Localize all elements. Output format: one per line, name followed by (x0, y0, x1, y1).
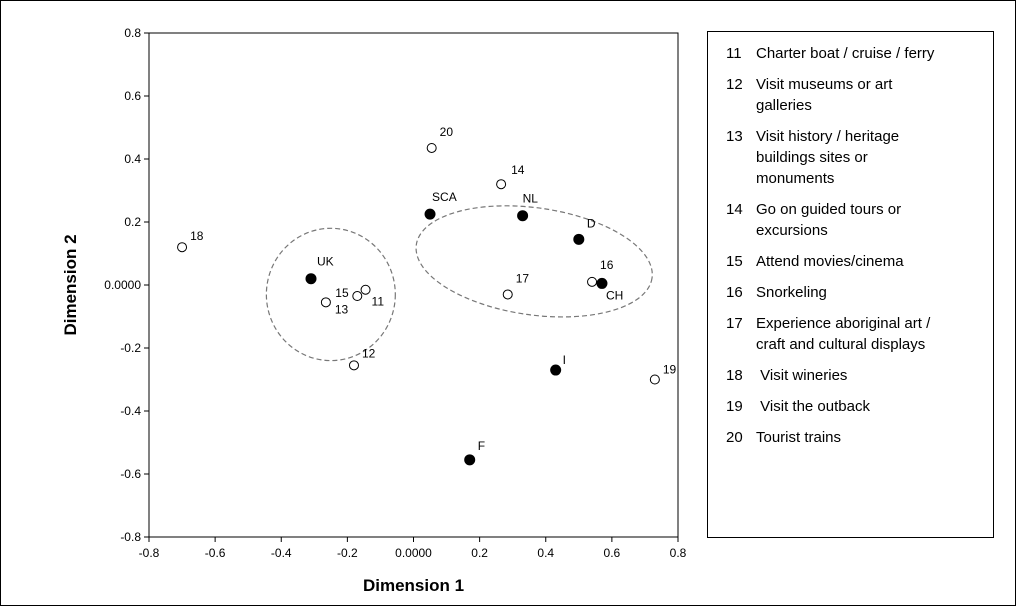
x-tick-label: 0.8 (670, 546, 687, 560)
legend-item-number: 13 (726, 128, 743, 145)
legend-item: 16 Snorkeling (726, 282, 985, 303)
country-point (573, 233, 585, 245)
activity-point (502, 289, 513, 300)
activity-point-label: 18 (190, 229, 204, 243)
legend-item-number: 15 (726, 253, 743, 270)
activity-point (360, 284, 371, 295)
activity-point (177, 242, 188, 253)
country-point (596, 277, 608, 289)
legend-item-number: 20 (726, 429, 743, 446)
x-tick-label: -0.2 (337, 546, 358, 560)
country-point-label: SCA (432, 190, 457, 204)
legend-item-text: Attend movies/cinema (756, 253, 904, 270)
legend-item-text: Charter boat / cruise / ferry (756, 45, 935, 62)
x-tick-label: -0.8 (139, 546, 160, 560)
y-tick-label: -0.4 (120, 404, 141, 418)
country-point (305, 273, 317, 285)
legend-item-number: 16 (726, 284, 743, 301)
activity-point-label: 11 (372, 295, 385, 309)
country-point (550, 364, 562, 376)
x-axis-title: Dimension 1 (363, 576, 464, 595)
activity-point (426, 142, 437, 153)
country-point (464, 454, 476, 466)
cluster-ellipse (265, 227, 396, 362)
legend-item-number: 18 (726, 367, 743, 384)
legend-item-number: 17 (726, 315, 743, 332)
legend-item-text: Tourist trains (756, 429, 842, 446)
activity-point-label: 19 (663, 363, 677, 377)
activity-point-label: 13 (335, 302, 349, 316)
x-tick-label: 0.0000 (395, 546, 432, 560)
legend-item: 11 Charter boat / cruise / ferry (726, 43, 985, 64)
country-point-label: F (478, 439, 485, 453)
legend-item-number: 12 (726, 76, 743, 93)
legend-item-number: 11 (726, 45, 742, 62)
legend-item: 19 Visit the outback (726, 396, 985, 417)
x-tick-label: -0.6 (205, 546, 226, 560)
legend-item: 14 Go on guided tours or excursions (726, 199, 985, 241)
y-tick-label: -0.6 (120, 467, 141, 481)
country-point-label: NL (523, 192, 539, 206)
legend-item-text: Visit the outback (756, 398, 870, 415)
legend-item-text: Visit history / heritage buildings sites… (756, 128, 900, 187)
legend-item: 12 Visit museums or art galleries (726, 74, 985, 116)
legend-item-text: Snorkeling (756, 284, 827, 301)
y-tick-label: 0.4 (124, 152, 141, 166)
legend-item: 13 Visit history / heritage buildings sit… (726, 126, 985, 189)
activity-point-label: 14 (511, 163, 525, 177)
y-tick-label: 0.2 (124, 215, 141, 229)
legend-item-text: Visit wineries (756, 367, 848, 384)
x-tick-label: 0.2 (471, 546, 488, 560)
y-tick-label: 0.6 (124, 89, 141, 103)
country-point-label: I (563, 353, 566, 367)
country-point (517, 210, 529, 222)
activity-point (320, 297, 331, 308)
plot-area: -0.8 -0.6 -0.4 -0.2 0.0000 0.2 0.4 0.6 0.8 0.8 0.6… (61, 26, 687, 595)
legend-item: 20 Tourist trains (726, 427, 985, 448)
activity-point (348, 360, 359, 371)
y-tick-label: 0.0000 (104, 278, 141, 292)
x-tick-label: -0.4 (271, 546, 292, 560)
legend: 11 Charter boat / cruise / ferry 12 Visit m… (707, 31, 994, 538)
x-tick-label: 0.6 (604, 546, 621, 560)
activity-point-label: 16 (600, 258, 614, 272)
legend-item-number: 19 (726, 398, 743, 415)
y-tick-label: -0.8 (120, 530, 141, 544)
activity-point-label: 15 (335, 286, 349, 300)
activity-point (496, 179, 507, 190)
y-tick-label: -0.2 (120, 341, 141, 355)
cluster-ellipse (415, 205, 653, 318)
activity-point-label: 20 (440, 125, 454, 139)
activity-point-label: 12 (362, 346, 376, 360)
activity-point (649, 374, 660, 385)
legend-item-number: 14 (726, 201, 743, 218)
country-point-label: CH (606, 288, 623, 302)
country-point-label: UK (317, 255, 334, 269)
legend-item: 17 Experience aboriginal art / craft and … (726, 313, 985, 355)
legend-item-text: Visit museums or art galleries (756, 76, 893, 114)
legend-item-text: Experience aboriginal art / craft and cu… (756, 315, 931, 353)
activity-point (587, 276, 598, 287)
y-tick-label: 0.8 (124, 26, 141, 40)
legend-item: 15 Attend movies/cinema (726, 251, 985, 272)
country-point (424, 208, 436, 220)
country-point-label: D (587, 216, 596, 230)
legend-item: 18 Visit wineries (726, 365, 985, 386)
activity-point (352, 291, 363, 302)
y-axis-title: Dimension 2 (61, 234, 80, 335)
activity-point-label: 17 (516, 271, 530, 285)
x-tick-label: 0.4 (537, 546, 554, 560)
legend-item-text: Go on guided tours or excursions (756, 201, 902, 239)
